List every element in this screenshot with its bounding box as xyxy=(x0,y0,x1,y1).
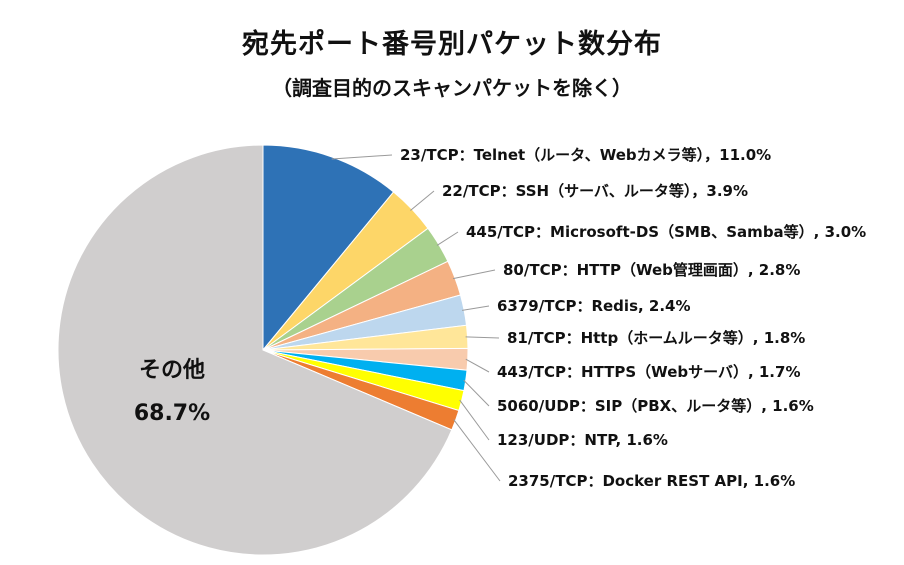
slice-label: 123/UDP：NTP, 1.6% xyxy=(497,431,668,449)
slice-label: 5060/UDP：SIP（PBX、ルータ等）, 1.6% xyxy=(497,397,814,415)
slice-label: 23/TCP：Telnet（ルータ、Webカメラ等），11.0% xyxy=(400,146,771,164)
pie-slice xyxy=(57,144,453,556)
chart-subtitle: （調査目的のスキャンパケットを除く） xyxy=(272,76,632,100)
leader-line xyxy=(410,190,435,211)
leader-line xyxy=(452,269,496,280)
pie-slices xyxy=(57,144,469,556)
inner-labels: その他 68.7% xyxy=(134,358,210,426)
other-slice-value: 68.7% xyxy=(134,401,210,426)
leader-line xyxy=(462,305,490,311)
slice-label: 6379/TCP：Redis, 2.4% xyxy=(497,297,691,315)
pie-slice xyxy=(262,144,395,352)
slice-label: 443/TCP：HTTPS（Webサーバ）, 1.7% xyxy=(497,363,800,381)
slice-label: 80/TCP：HTTP（Web管理画面）, 2.8% xyxy=(503,261,800,279)
chart-title: 宛先ポート番号別パケット数分布 xyxy=(242,29,662,60)
slice-label: 445/TCP：Microsoft-DS（SMB、Samba等）, 3.0% xyxy=(466,223,866,241)
leader-line xyxy=(453,419,501,482)
slice-label: 2375/TCP：Docker REST API, 1.6% xyxy=(508,472,795,490)
leader-line xyxy=(465,336,500,339)
leader-line xyxy=(331,154,393,160)
leader-line xyxy=(436,231,459,246)
other-slice-label: その他 xyxy=(139,358,205,383)
leader-line xyxy=(459,399,490,441)
leader-line xyxy=(463,379,490,407)
slice-label: 22/TCP：SSH（サーバ、ルータ等），3.9% xyxy=(442,182,748,200)
slice-labels: 23/TCP：Telnet（ルータ、Webカメラ等），11.0% 22/TCP：S… xyxy=(400,146,866,490)
leader-line xyxy=(465,358,490,373)
slice-label: 81/TCP：Http（ホームルータ等）, 1.8% xyxy=(507,329,805,347)
leader-lines xyxy=(331,154,501,482)
